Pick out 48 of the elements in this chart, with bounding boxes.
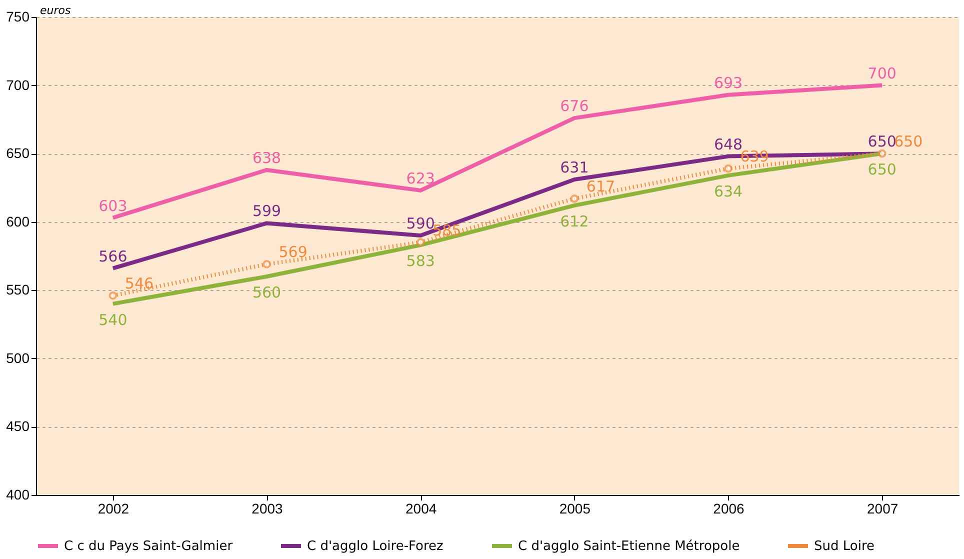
legend-label: C c du Pays Saint-Galmier [64, 539, 234, 554]
y-tick-label: 400 [6, 486, 30, 502]
data-label: 612 [560, 212, 589, 230]
data-label: 599 [252, 202, 282, 220]
x-tick-label: 2003 [252, 500, 284, 516]
data-label: 650 [868, 132, 896, 151]
data-label: 603 [98, 196, 128, 215]
x-tick-label: 2002 [98, 500, 130, 516]
data-label: 617 [586, 178, 616, 196]
y-tick-label: 650 [6, 145, 30, 162]
data-label: 693 [714, 74, 743, 92]
data-label: 569 [278, 243, 308, 262]
point [262, 260, 271, 268]
point [724, 164, 732, 173]
y-tick-label: 450 [6, 418, 30, 434]
data-label: 540 [98, 310, 128, 329]
data-label: 700 [868, 64, 896, 82]
point [570, 194, 579, 203]
data-label: 676 [560, 97, 589, 116]
y-tick-label: 550 [6, 282, 30, 298]
point [108, 291, 118, 300]
x-tick-label: 2005 [559, 500, 591, 516]
y-tick-label: 750 [6, 8, 30, 24]
y-tick-label: 700 [6, 76, 30, 93]
y-axis-title: euros [40, 4, 71, 17]
data-label: 566 [98, 247, 128, 266]
data-label: 639 [740, 148, 769, 166]
data-label: 546 [124, 274, 154, 293]
legend-label: Sud Loire [814, 539, 875, 554]
data-label: 583 [406, 252, 435, 270]
legend-label: C d'agglo Loire-Forez [307, 539, 444, 554]
legend-label: C d'agglo Saint-Etienne Métropole [518, 539, 740, 554]
data-label: 634 [714, 182, 743, 200]
x-tick-label: 2006 [713, 500, 745, 516]
y-tick-label: 500 [6, 350, 30, 366]
data-label: 648 [714, 135, 743, 154]
x-tick-label: 2004 [406, 500, 437, 516]
data-label: 638 [252, 148, 282, 167]
x-tick-label: 2007 [867, 500, 898, 516]
data-label: 650 [894, 132, 923, 151]
data-label: 560 [252, 283, 282, 302]
data-label: 631 [560, 158, 589, 177]
data-label: 590 [406, 214, 435, 233]
data-label: 623 [406, 169, 435, 188]
point [878, 149, 886, 158]
point [416, 238, 425, 246]
data-label: 650 [868, 160, 896, 179]
y-tick-label: 600 [6, 213, 30, 230]
